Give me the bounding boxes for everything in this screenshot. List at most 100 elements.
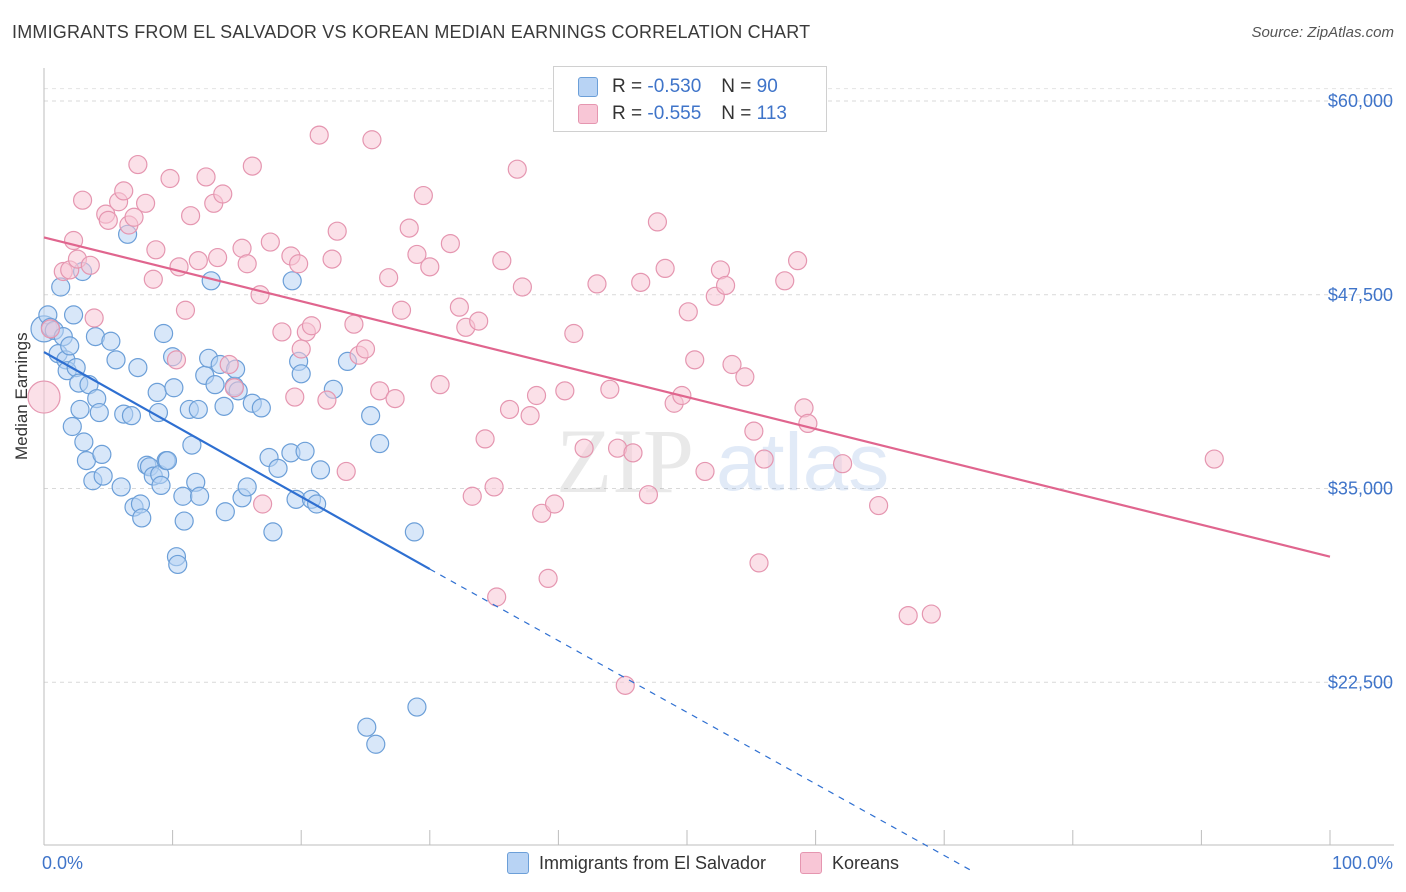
- point-1-75: [532, 503, 552, 523]
- point-1-56: [391, 300, 412, 320]
- point-1-45: [317, 390, 337, 410]
- point-1-51: [355, 339, 376, 359]
- point-1-47: [327, 221, 347, 241]
- point-0-69: [251, 398, 271, 418]
- point-1-99: [735, 367, 755, 387]
- point-0-44: [157, 451, 178, 471]
- point-1-54: [379, 268, 399, 288]
- stat-r-value: -0.530: [647, 76, 702, 97]
- point-1-67: [475, 429, 495, 449]
- point-1-44: [309, 125, 329, 145]
- point-0-86: [404, 522, 424, 542]
- point-1-104: [787, 251, 808, 271]
- point-0-50: [174, 511, 194, 531]
- stat-row-blue: R = -0.530 N = 90: [578, 74, 778, 100]
- point-1-85: [623, 443, 643, 463]
- point-0-81: [310, 460, 331, 480]
- stat-r-label: R =: [612, 103, 643, 124]
- point-1-49: [344, 314, 364, 334]
- point-0-38: [147, 382, 167, 402]
- point-1-57: [399, 218, 419, 238]
- point-1-111: [1204, 449, 1224, 469]
- pink-swatch: [578, 104, 598, 124]
- point-1-98: [722, 354, 742, 375]
- point-0-41: [151, 475, 171, 495]
- point-0-84: [361, 406, 381, 426]
- point-1-81: [587, 274, 607, 294]
- point-0-85: [370, 433, 390, 454]
- point-1-10: [98, 210, 118, 230]
- stat-row-pink: R = -0.555 N = 113: [578, 101, 787, 127]
- trend-el-salvador-extension: [429, 568, 971, 871]
- blue-swatch: [578, 77, 598, 97]
- stat-n-value: 90: [756, 76, 778, 97]
- bottom-legend: Immigrants from El Salvador Koreans: [0, 852, 1406, 874]
- stats-legend-box: R = -0.530 N = 90 R = -0.555 N = 113: [553, 66, 827, 132]
- point-1-100: [744, 421, 764, 441]
- point-0-62: [215, 502, 235, 522]
- stat-n-label: N =: [721, 76, 752, 97]
- point-0-11: [63, 305, 84, 325]
- point-1-37: [272, 322, 292, 342]
- point-0-16: [74, 432, 94, 452]
- point-1-60: [420, 257, 440, 277]
- point-0-83: [366, 734, 386, 754]
- point-1-8: [84, 308, 104, 328]
- y-tick-label-1: $35,000: [1328, 479, 1393, 499]
- point-1-46: [322, 249, 342, 269]
- point-0-54: [188, 399, 208, 420]
- point-1-7: [80, 255, 100, 275]
- point-1-86: [631, 272, 651, 292]
- point-0-67: [237, 477, 257, 497]
- y-tick-label-2: $47,500: [1328, 285, 1393, 305]
- trend-lines: [43, 236, 1331, 871]
- stat-r-label: R =: [612, 76, 643, 97]
- point-1-82: [600, 379, 620, 399]
- y-axis-label: Median Earnings: [12, 332, 31, 460]
- point-1-43: [301, 316, 322, 336]
- point-1-93: [685, 350, 705, 370]
- stat-r-value: -0.555: [647, 103, 702, 124]
- point-1-14: [124, 207, 144, 227]
- watermark-zip: ZIP: [556, 410, 694, 512]
- point-0-14: [70, 399, 90, 420]
- point-0-10: [62, 416, 82, 437]
- y-tick-label-0: $22,500: [1328, 672, 1393, 692]
- legend-item-el-salvador[interactable]: Immigrants from El Salvador: [506, 852, 766, 874]
- source-label: Source: ZipAtlas.com: [1251, 24, 1394, 41]
- point-0-24: [93, 466, 113, 486]
- point-1-58: [407, 244, 427, 265]
- point-0-80: [307, 494, 327, 514]
- point-1-101: [749, 553, 769, 573]
- point-0-27: [111, 477, 131, 497]
- point-1-6: [72, 190, 93, 210]
- point-1-62: [440, 234, 460, 254]
- axes: [43, 68, 1394, 846]
- point-1-102: [754, 449, 774, 469]
- point-1-17: [143, 269, 163, 289]
- point-0-72: [268, 458, 288, 478]
- point-1-15: [128, 154, 148, 175]
- point-1-40: [289, 254, 309, 274]
- point-1-55: [385, 389, 405, 409]
- stat-n-label: N =: [721, 103, 752, 124]
- point-1-70: [499, 399, 520, 420]
- point-1-65: [462, 486, 482, 506]
- point-0-30: [121, 406, 142, 426]
- point-1-87: [638, 485, 659, 505]
- point-1-110: [921, 604, 941, 624]
- series-el-salvador-points: [30, 224, 427, 754]
- point-1-79: [564, 323, 584, 344]
- point-1-112: [487, 587, 507, 607]
- stat-n-value: 113: [756, 103, 787, 124]
- x-tick-label-min: 0.0%: [42, 853, 83, 873]
- point-1-109: [898, 605, 918, 626]
- point-1-61: [430, 375, 450, 395]
- point-1-73: [520, 406, 540, 426]
- point-1-78: [555, 381, 575, 401]
- point-1-88: [647, 212, 668, 232]
- point-1-27: [208, 247, 228, 268]
- point-1-107: [833, 454, 853, 474]
- legend-item-koreans[interactable]: Koreans: [800, 852, 899, 874]
